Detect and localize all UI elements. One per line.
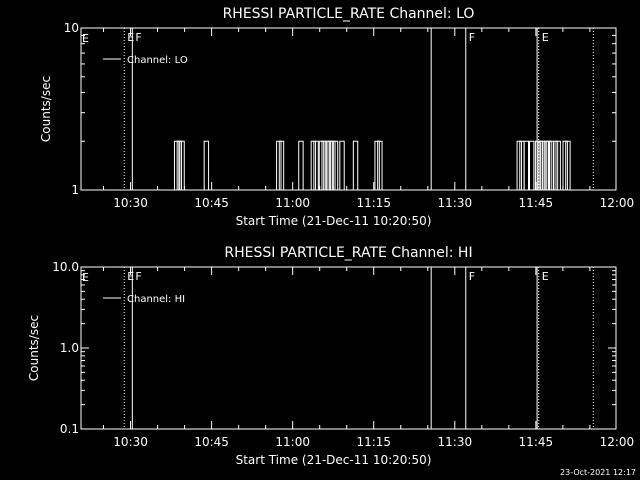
data-spike [537, 140, 544, 190]
data-spike [528, 140, 535, 190]
data-spike [324, 140, 331, 190]
x-tick-label: 11:00 [275, 435, 310, 449]
data-spike [534, 140, 541, 190]
x-tick-label: 11:30 [438, 435, 473, 449]
data-spike [543, 140, 549, 190]
y-tick-label: 1.0 [60, 341, 79, 355]
data-spike [377, 140, 383, 190]
x-tick-label: 11:00 [275, 196, 310, 210]
event-marker-label: F [469, 270, 475, 283]
x-tick-label: 10:45 [194, 435, 229, 449]
data-spike [173, 140, 180, 190]
corner-marker-label: E [82, 32, 89, 45]
x-tick-label: 10:30 [113, 196, 148, 210]
x-tick-label: 11:15 [356, 196, 391, 210]
data-spike [519, 140, 525, 190]
data-spike [548, 140, 555, 190]
data-spike [179, 140, 185, 190]
event-marker-label: E [542, 31, 549, 44]
data-spike [565, 140, 571, 190]
data-spike [327, 140, 333, 190]
data-spike [313, 140, 319, 190]
data-spike [339, 140, 345, 190]
data-spike [321, 140, 327, 190]
data-spike [555, 140, 561, 190]
x-tick-label: 10:30 [113, 435, 148, 449]
x-tick-label: 11:45 [519, 435, 554, 449]
data-spike [374, 140, 380, 190]
data-spike [318, 140, 325, 190]
legend-label: Channel: HI [127, 294, 185, 305]
data-spike [278, 140, 285, 190]
x-axis-label: Start Time (21-Dec-11 10:20:50) [236, 214, 432, 228]
data-spike [310, 140, 317, 190]
x-tick-label: 12:00 [600, 435, 635, 449]
data-spike [552, 140, 559, 190]
x-tick-label: 12:00 [600, 196, 635, 210]
data-spike [516, 140, 522, 190]
x-tick-label: 10:45 [194, 196, 229, 210]
y-tick-label: 10 [64, 21, 79, 35]
legend-label: Channel: LO [127, 55, 188, 66]
data-spike [176, 140, 183, 190]
x-axis-label: Start Time (21-Dec-11 10:20:50) [236, 453, 432, 467]
chart-panel-lo: RHESSI PARTICLE_RATE Channel: LO 10:30 10:… [39, 6, 634, 228]
data-spike [203, 140, 210, 190]
corner-marker-label: E [82, 271, 89, 284]
event-marker-label: E [127, 31, 134, 44]
x-tick-label: 11:15 [356, 435, 391, 449]
x-tick-label: 11:45 [519, 196, 554, 210]
y-tick-label: 1 [71, 183, 79, 197]
y-axis-label: Counts/sec [27, 315, 41, 381]
y-axis-label: Counts/sec [39, 76, 53, 142]
x-tick-label: 11:30 [438, 196, 473, 210]
event-marker-label: F [135, 270, 141, 283]
plot-frame [80, 27, 617, 191]
event-marker-label: F [135, 31, 141, 44]
y-tick-label: 10.0 [52, 260, 79, 274]
event-marker-label: E [542, 270, 549, 283]
data-spike [523, 140, 529, 190]
generation-timestamp: 23-Oct-2021 12:17 [560, 468, 636, 477]
data-spike [276, 140, 282, 190]
data-spike [332, 140, 339, 190]
chart-title: RHESSI PARTICLE_RATE Channel: HI [224, 245, 472, 261]
chart-panel-hi: RHESSI PARTICLE_RATE Channel: HI 10:30 10:… [27, 245, 634, 467]
event-marker-label: E [127, 270, 134, 283]
chart-title: RHESSI PARTICLE_RATE Channel: LO [223, 6, 475, 22]
data-spike [330, 140, 336, 190]
data-spike [298, 140, 304, 190]
data-spike [546, 140, 552, 190]
event-marker-label: F [469, 31, 475, 44]
data-spike [352, 140, 359, 190]
data-spike [562, 140, 568, 190]
plot-frame [80, 266, 617, 430]
data-spike [540, 140, 546, 190]
y-tick-label: 0.1 [60, 422, 79, 436]
